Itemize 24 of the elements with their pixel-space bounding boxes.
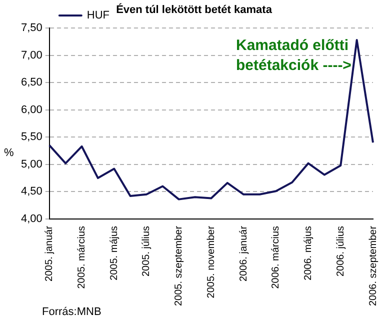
x-tick-label: 2005. január — [44, 225, 56, 282]
legend-label: HUF — [86, 10, 110, 22]
x-tick-label: 2005. július — [141, 226, 152, 277]
y-tick-label: 4,50 — [20, 186, 42, 198]
x-tick-label: 2005. szeptember — [174, 225, 185, 306]
text: Forrás:MNB — [42, 306, 102, 318]
y-axis-title: % — [4, 147, 14, 159]
annotation: Kamatadó előtti betétakciók ----> — [236, 36, 352, 76]
x-tick-label: 2006. szeptember — [368, 225, 379, 306]
x-tick-label: 2005. május — [108, 226, 120, 280]
x-tick-label: 2006. július — [335, 226, 346, 277]
x-tick-label: 2006. január — [238, 225, 250, 282]
y-tick-label: 5,50 — [20, 131, 42, 144]
chart-title: Éven túl lekötött betét kamata — [116, 4, 272, 16]
y-tick-label: 7,00 — [20, 49, 42, 62]
y-tick-label: 5,00 — [20, 158, 42, 170]
y-tick-label: 6,50 — [20, 76, 42, 89]
y-tick-label: 7,50 — [20, 22, 42, 34]
y-tick-label: 6,00 — [20, 104, 42, 116]
x-tick-label: 2005. november — [206, 225, 217, 298]
x-tick-label: 2006. március — [270, 226, 282, 289]
y-tick-label: 4,00 — [20, 212, 42, 225]
x-tick-label: 2006. május — [303, 226, 314, 280]
x-tick-label: 2005. március — [76, 226, 88, 289]
